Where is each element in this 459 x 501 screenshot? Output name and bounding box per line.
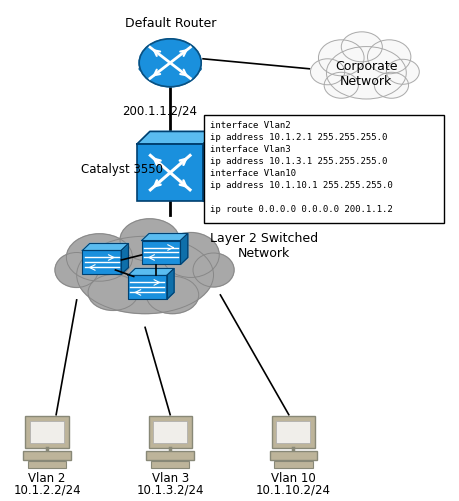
FancyBboxPatch shape	[142, 241, 180, 265]
Ellipse shape	[139, 64, 201, 76]
Ellipse shape	[120, 219, 179, 262]
FancyBboxPatch shape	[25, 416, 69, 448]
Ellipse shape	[162, 233, 219, 278]
FancyBboxPatch shape	[153, 421, 187, 443]
Polygon shape	[167, 269, 174, 300]
FancyBboxPatch shape	[82, 251, 121, 275]
Ellipse shape	[386, 60, 419, 85]
Text: Vlan 3: Vlan 3	[151, 471, 189, 484]
Text: Layer 2 Switched
Network: Layer 2 Switched Network	[210, 231, 318, 260]
Text: Default Router: Default Router	[124, 17, 216, 30]
Polygon shape	[137, 132, 216, 145]
FancyBboxPatch shape	[274, 461, 313, 468]
Text: 10.1.2.2/24: 10.1.2.2/24	[13, 482, 81, 495]
Ellipse shape	[193, 254, 234, 288]
FancyBboxPatch shape	[30, 421, 64, 443]
FancyBboxPatch shape	[23, 451, 71, 460]
FancyBboxPatch shape	[269, 451, 317, 460]
Ellipse shape	[341, 33, 382, 63]
Polygon shape	[203, 132, 216, 202]
Ellipse shape	[55, 253, 98, 288]
Polygon shape	[128, 269, 174, 276]
FancyBboxPatch shape	[276, 421, 310, 443]
Polygon shape	[180, 234, 188, 265]
FancyBboxPatch shape	[28, 461, 66, 468]
Text: Vlan 2: Vlan 2	[28, 471, 66, 484]
Ellipse shape	[326, 48, 406, 100]
Text: 10.1.3.2/24: 10.1.3.2/24	[136, 482, 204, 495]
Ellipse shape	[88, 275, 138, 311]
Polygon shape	[121, 244, 129, 275]
Text: Catalyst 3550: Catalyst 3550	[81, 163, 163, 176]
Ellipse shape	[146, 277, 199, 314]
FancyBboxPatch shape	[149, 416, 192, 448]
Ellipse shape	[310, 60, 345, 86]
Ellipse shape	[67, 234, 133, 282]
FancyBboxPatch shape	[128, 276, 167, 300]
Ellipse shape	[77, 237, 213, 314]
FancyBboxPatch shape	[137, 145, 203, 202]
Text: 200.1.1.2/24: 200.1.1.2/24	[122, 105, 197, 117]
Text: Corporate
Network: Corporate Network	[335, 60, 397, 88]
FancyBboxPatch shape	[146, 451, 194, 460]
Polygon shape	[82, 244, 129, 251]
Polygon shape	[142, 234, 188, 241]
Text: 10.1.10.2/24: 10.1.10.2/24	[256, 482, 331, 495]
Ellipse shape	[139, 40, 201, 88]
Text: Vlan 10: Vlan 10	[271, 471, 316, 484]
Text: interface Vlan2
ip address 10.1.2.1 255.255.255.0
interface Vlan3
ip address 10.: interface Vlan2 ip address 10.1.2.1 255.…	[210, 121, 392, 213]
FancyBboxPatch shape	[151, 461, 190, 468]
Ellipse shape	[368, 41, 411, 75]
FancyBboxPatch shape	[204, 116, 444, 223]
Ellipse shape	[319, 41, 364, 77]
FancyBboxPatch shape	[272, 416, 315, 448]
Ellipse shape	[375, 73, 409, 99]
Ellipse shape	[324, 73, 358, 99]
